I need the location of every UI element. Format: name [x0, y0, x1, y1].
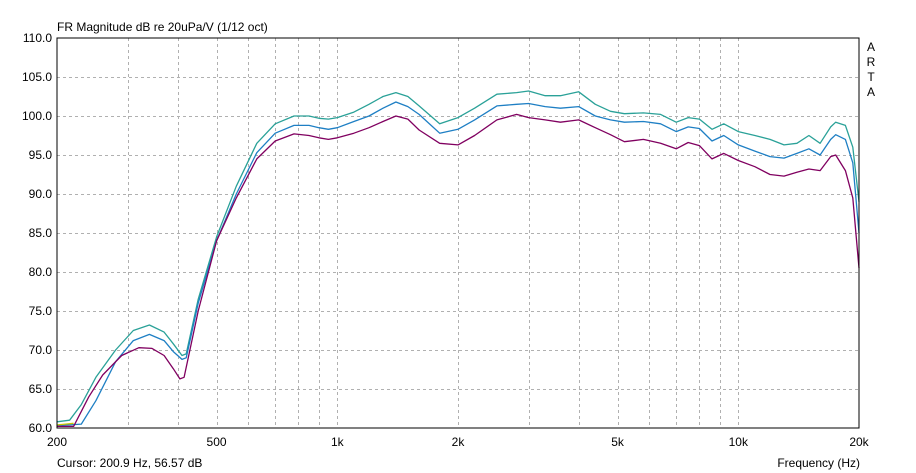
y-tick-label: 110.0	[23, 31, 52, 45]
y-tick-label: 95.0	[29, 148, 53, 162]
series-line-1	[56, 90, 860, 423]
x-tick-label: 500	[207, 435, 227, 449]
x-tick-label: 200	[47, 435, 67, 449]
plot-frame	[56, 37, 860, 429]
series-line-4	[56, 422, 74, 426]
x-tick-label: 5k	[611, 435, 625, 449]
y-tick-label: 60.0	[29, 421, 53, 435]
cursor-readout: Cursor: 200.9 Hz, 56.57 dB	[57, 456, 202, 470]
y-tick-label: 105.0	[22, 70, 52, 84]
y-tick-label: 80.0	[29, 265, 53, 279]
x-tick-label: 1k	[331, 435, 345, 449]
y-tick-label: 100.0	[22, 109, 52, 123]
y-tick-label: 75.0	[29, 304, 53, 318]
grid-lines	[57, 38, 859, 428]
y-tick-label: 65.0	[29, 382, 53, 396]
x-tick-label: 2k	[452, 435, 466, 449]
series-lines	[56, 90, 860, 428]
x-axis-ticks: 200 500 1k 2k 5k 10k 20k	[47, 435, 870, 449]
x-tick-label: 10k	[729, 435, 749, 449]
y-tick-label: 70.0	[29, 343, 53, 357]
series-line-3	[57, 113, 860, 428]
x-axis-label: Frequency (Hz)	[777, 456, 860, 470]
x-tick-label: 20k	[849, 435, 869, 449]
chart-title: FR Magnitude dB re 20uPa/V (1/12 oct)	[57, 20, 268, 34]
y-tick-label: 90.0	[29, 187, 53, 201]
y-tick-label: 85.0	[29, 226, 53, 240]
series-line-2	[56, 101, 860, 427]
y-axis-ticks: 60.0 65.0 70.0 75.0 80.0 85.0 90.0 95.0 100.0 105…	[22, 31, 52, 435]
